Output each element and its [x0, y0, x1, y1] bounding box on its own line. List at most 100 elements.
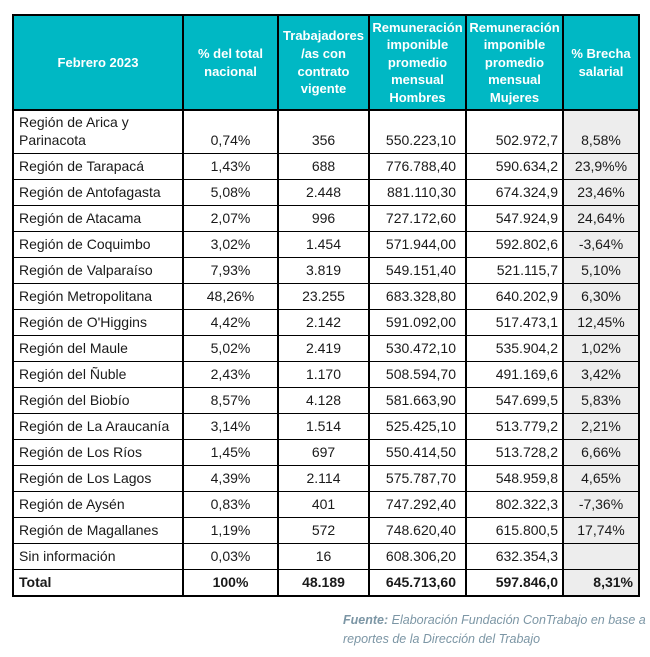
rem-mujeres-cell: 547.924,9 [465, 205, 564, 233]
rem-hombres-cell: 683.328,80 [368, 283, 467, 311]
pct-total-cell: 48,26% [182, 283, 279, 311]
rem-mujeres-cell: 615.800,5 [465, 517, 564, 545]
pct-total-cell: 0,83% [182, 491, 279, 519]
pct-total-cell: 7,93% [182, 257, 279, 285]
pct-total-cell: 100% [182, 569, 279, 597]
header-cell-trabajadores: Trabajadores /as con contrato vigente [277, 14, 370, 111]
rem-mujeres-cell: 548.959,8 [465, 465, 564, 493]
rem-mujeres-cell: 513.728,2 [465, 439, 564, 467]
trabajadores-cell: 1.454 [277, 231, 370, 259]
table-row: Región del Maule 5,02% 2.419 530.472,10 … [12, 335, 640, 363]
region-cell: Región de La Araucanía [12, 413, 184, 441]
brecha-cell: 12,45% [562, 309, 640, 337]
region-cell: Región de Aysén [12, 491, 184, 519]
brecha-cell: 4,65% [562, 465, 640, 493]
header-cell-rem-mujeres: Remuneración imponible promedio mensual … [465, 14, 564, 111]
region-cell: Región de O'Higgins [12, 309, 184, 337]
table-row: Región de Magallanes 1,19% 572 748.620,4… [12, 517, 640, 545]
table-row: Región del Biobío 8,57% 4.128 581.663,90… [12, 387, 640, 415]
table-row: Región del Ñuble 2,43% 1.170 508.594,70 … [12, 361, 640, 389]
trabajadores-cell: 697 [277, 439, 370, 467]
table-body: Región de Arica y Parinacota 0,74% 356 5… [12, 109, 640, 597]
brecha-cell: 5,10% [562, 257, 640, 285]
rem-hombres-cell: 747.292,40 [368, 491, 467, 519]
rem-hombres-cell: 748.620,40 [368, 517, 467, 545]
table-header: Febrero 2023 % del total nacional Trabaj… [12, 14, 640, 111]
table-row: Región de Los Ríos 1,45% 697 550.414,50 … [12, 439, 640, 467]
region-cell: Región de Los Ríos [12, 439, 184, 467]
rem-mujeres-cell: 502.972,7 [465, 109, 564, 155]
total-row: Total 100% 48.189 645.713,60 597.846,0 8… [12, 569, 640, 597]
rem-hombres-cell: 591.092,00 [368, 309, 467, 337]
pct-total-cell: 0,74% [182, 109, 279, 155]
salary-gap-table: Febrero 2023 % del total nacional Trabaj… [12, 14, 640, 597]
rem-hombres-cell: 525.425,10 [368, 413, 467, 441]
rem-hombres-cell: 776.788,40 [368, 153, 467, 181]
pct-total-cell: 2,07% [182, 205, 279, 233]
trabajadores-cell: 2.419 [277, 335, 370, 363]
pct-total-cell: 1,43% [182, 153, 279, 181]
pct-total-cell: 5,02% [182, 335, 279, 363]
rem-hombres-cell: 575.787,70 [368, 465, 467, 493]
trabajadores-cell: 4.128 [277, 387, 370, 415]
brecha-cell: 6,30% [562, 283, 640, 311]
rem-hombres-cell: 881.110,30 [368, 179, 467, 207]
trabajadores-cell: 688 [277, 153, 370, 181]
table-row: Región Metropolitana 48,26% 23.255 683.3… [12, 283, 640, 311]
rem-hombres-cell: 508.594,70 [368, 361, 467, 389]
pct-total-cell: 3,02% [182, 231, 279, 259]
pct-total-cell: 1,45% [182, 439, 279, 467]
table-row: Región de Coquimbo 3,02% 1.454 571.944,0… [12, 231, 640, 259]
table-row: Región de O'Higgins 4,42% 2.142 591.092,… [12, 309, 640, 337]
trabajadores-cell: 401 [277, 491, 370, 519]
brecha-cell: 3,42% [562, 361, 640, 389]
trabajadores-cell: 2.114 [277, 465, 370, 493]
brecha-cell: -3,64% [562, 231, 640, 259]
pct-total-cell: 1,19% [182, 517, 279, 545]
table-row: Región de Antofagasta 5,08% 2.448 881.11… [12, 179, 640, 207]
rem-hombres-cell: 549.151,40 [368, 257, 467, 285]
brecha-cell: 5,83% [562, 387, 640, 415]
source-note: Fuente: Elaboración Fundación ConTrabajo… [343, 611, 650, 649]
rem-hombres-cell: 581.663,90 [368, 387, 467, 415]
rem-mujeres-cell: 547.699,5 [465, 387, 564, 415]
pct-total-cell: 2,43% [182, 361, 279, 389]
rem-mujeres-cell: 517.473,1 [465, 309, 564, 337]
pct-total-cell: 0,03% [182, 543, 279, 571]
brecha-cell: 8,58% [562, 109, 640, 155]
region-cell: Región de Atacama [12, 205, 184, 233]
header-cell-rem-hombres: Remuneración imponible promedio mensual … [368, 14, 467, 111]
trabajadores-cell: 3.819 [277, 257, 370, 285]
rem-mujeres-cell: 513.779,2 [465, 413, 564, 441]
rem-mujeres-cell: 640.202,9 [465, 283, 564, 311]
brecha-cell: 17,74% [562, 517, 640, 545]
pct-total-cell: 4,42% [182, 309, 279, 337]
pct-total-cell: 3,14% [182, 413, 279, 441]
pct-total-cell: 5,08% [182, 179, 279, 207]
source-text: Elaboración Fundación ConTrabajo en base… [343, 613, 646, 646]
table-row: Región de Valparaíso 7,93% 3.819 549.151… [12, 257, 640, 285]
table-row: Sin información 0,03% 16 608.306,20 632.… [12, 543, 640, 571]
brecha-cell: 2,21% [562, 413, 640, 441]
source-label: Fuente: [343, 613, 389, 627]
trabajadores-cell: 1.514 [277, 413, 370, 441]
table-row: Región de La Araucanía 3,14% 1.514 525.4… [12, 413, 640, 441]
pct-total-cell: 8,57% [182, 387, 279, 415]
trabajadores-cell: 23.255 [277, 283, 370, 311]
rem-mujeres-cell: 491.169,6 [465, 361, 564, 389]
header-cell-pct-total: % del total nacional [182, 14, 279, 111]
region-cell: Región de Magallanes [12, 517, 184, 545]
rem-hombres-cell: 550.223,10 [368, 109, 467, 155]
region-cell: Total [12, 569, 184, 597]
brecha-cell: 8,31% [562, 569, 640, 597]
region-cell: Sin información [12, 543, 184, 571]
brecha-cell: 1,02% [562, 335, 640, 363]
table-row: Región de Tarapacá 1,43% 688 776.788,40 … [12, 153, 640, 181]
salary-table-container: Febrero 2023 % del total nacional Trabaj… [12, 14, 640, 597]
header-row: Febrero 2023 % del total nacional Trabaj… [12, 14, 640, 111]
rem-hombres-cell: 608.306,20 [368, 543, 467, 571]
trabajadores-cell: 16 [277, 543, 370, 571]
trabajadores-cell: 2.142 [277, 309, 370, 337]
region-cell: Región del Biobío [12, 387, 184, 415]
rem-mujeres-cell: 590.634,2 [465, 153, 564, 181]
